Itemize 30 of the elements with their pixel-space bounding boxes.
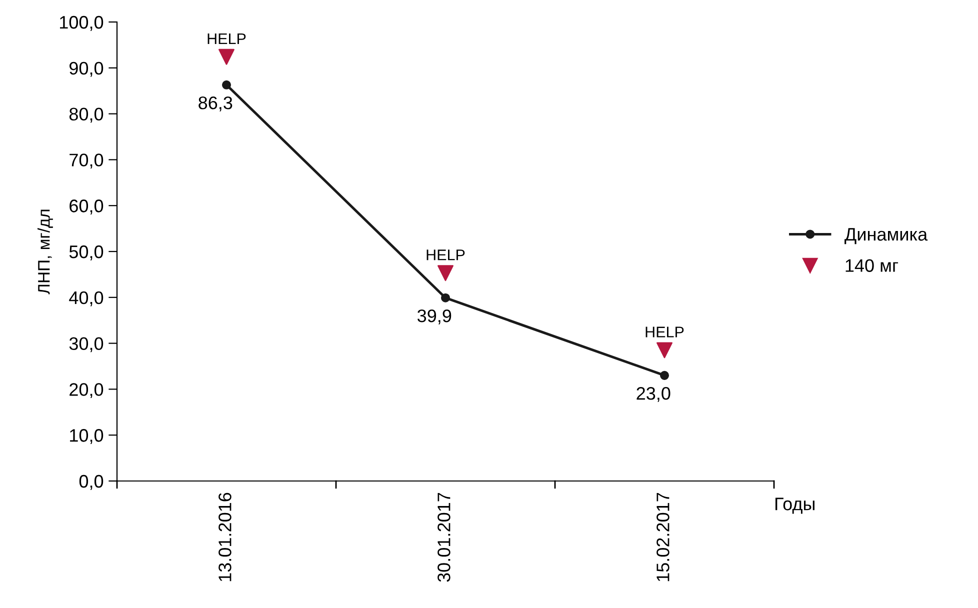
annotation: HELP xyxy=(426,250,465,260)
point xyxy=(438,265,454,282)
legend-label: Динамика xyxy=(844,228,928,244)
y-tick-label: 70,0 xyxy=(70,154,104,169)
y-tick-label: 50,0 xyxy=(69,245,104,260)
y-tick-label: 100,0 xyxy=(60,16,104,31)
y-tick-label: 90,0 xyxy=(70,62,104,77)
y-tick-label: 0,0 xyxy=(79,474,104,490)
data-label: 39,9 xyxy=(418,309,452,324)
y-axis-title: ЛНП, мг/дл xyxy=(38,210,53,294)
point xyxy=(660,370,670,380)
y-tick-label: 30,0 xyxy=(69,337,104,352)
annotation: HELP xyxy=(208,33,246,44)
annotation: HELP xyxy=(646,326,684,338)
point xyxy=(222,80,232,90)
x-tick-label: 30.01.2017 xyxy=(438,493,450,582)
point xyxy=(218,48,234,65)
x-tick-label: 13.01.2016 xyxy=(218,492,232,582)
y-tick-label: 40,0 xyxy=(69,291,104,306)
x-tick-label: 15.02.2017 xyxy=(656,493,670,582)
point xyxy=(656,342,672,358)
point xyxy=(440,293,450,302)
y-tick-label: 20,0 xyxy=(70,383,104,398)
data-label: 86,3 xyxy=(198,96,232,112)
data-label: 23,0 xyxy=(636,387,670,402)
x-axis-title: Годы xyxy=(775,498,814,514)
y-tick-label: 80,0 xyxy=(69,108,104,123)
y-tick-label: 60,0 xyxy=(70,200,104,214)
legend-label: 140 мг xyxy=(846,259,898,272)
y-tick-label: 10,0 xyxy=(70,429,104,444)
